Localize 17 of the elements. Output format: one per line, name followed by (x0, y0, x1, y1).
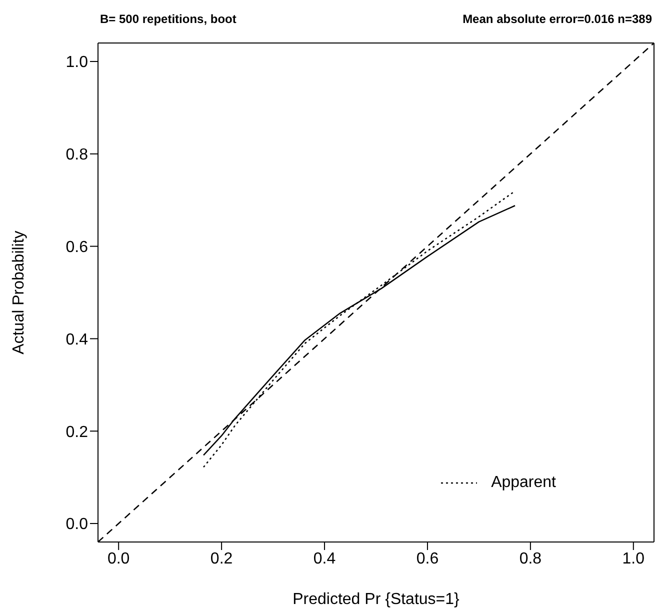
x-tick-label: 0.8 (519, 550, 542, 568)
y-tick-label: 0.0 (66, 516, 88, 534)
y-tick-label: 0.8 (66, 146, 88, 164)
x-tick-label: 1.0 (622, 550, 645, 568)
y-tick-label: 0.4 (66, 331, 88, 348)
x-tick-label: 0.0 (107, 550, 130, 568)
y-tick-label: 0.6 (66, 238, 88, 256)
legend-label: Apparent (491, 474, 556, 492)
x-tick-label: 0.4 (313, 550, 336, 568)
x-axis-title: Predicted Pr {Status=1} (292, 591, 460, 608)
text: B= 500 repetitions, boot (100, 12, 236, 26)
y-tick-label: 0.2 (66, 424, 88, 441)
x-tick-label: 0.6 (416, 550, 439, 568)
x-tick-label: 0.2 (210, 550, 233, 568)
y-axis-title: Actual Probability (10, 230, 28, 354)
y-tick-label: 1.0 (66, 54, 88, 72)
text: Mean absolute error=0.016 n=389 (462, 12, 652, 26)
